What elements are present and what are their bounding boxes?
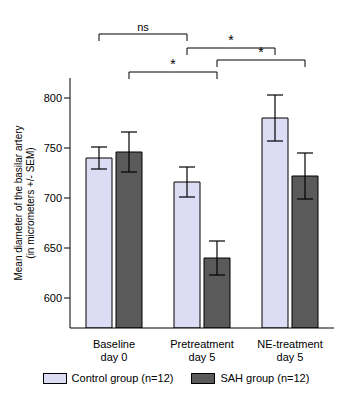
svg-text:ns: ns (137, 21, 149, 33)
svg-text:650: 650 (44, 242, 62, 254)
html-text:Control group (n=12): Control group (n=12) (71, 372, 174, 384)
svg-text:Mean diameter of the basilar a: Mean diameter of the basilar artery(in m… (13, 125, 36, 280)
svg-text:750: 750 (44, 142, 62, 154)
svg-text:Baselineday 0: Baselineday 0 (93, 338, 135, 363)
html-text:SAH group (n=12): SAH group (n=12) (220, 372, 310, 384)
svg-text:*: * (258, 44, 264, 60)
svg-text:600: 600 (44, 292, 62, 304)
svg-text:*: * (170, 56, 176, 72)
svg-text:Pretreatmentday 5: Pretreatmentday 5 (170, 338, 234, 363)
svg-text:800: 800 (44, 92, 62, 104)
svg-text:*: * (228, 32, 234, 48)
svg-text:700: 700 (44, 192, 62, 204)
svg-text:NE-treatmentday 5: NE-treatmentday 5 (257, 338, 322, 363)
